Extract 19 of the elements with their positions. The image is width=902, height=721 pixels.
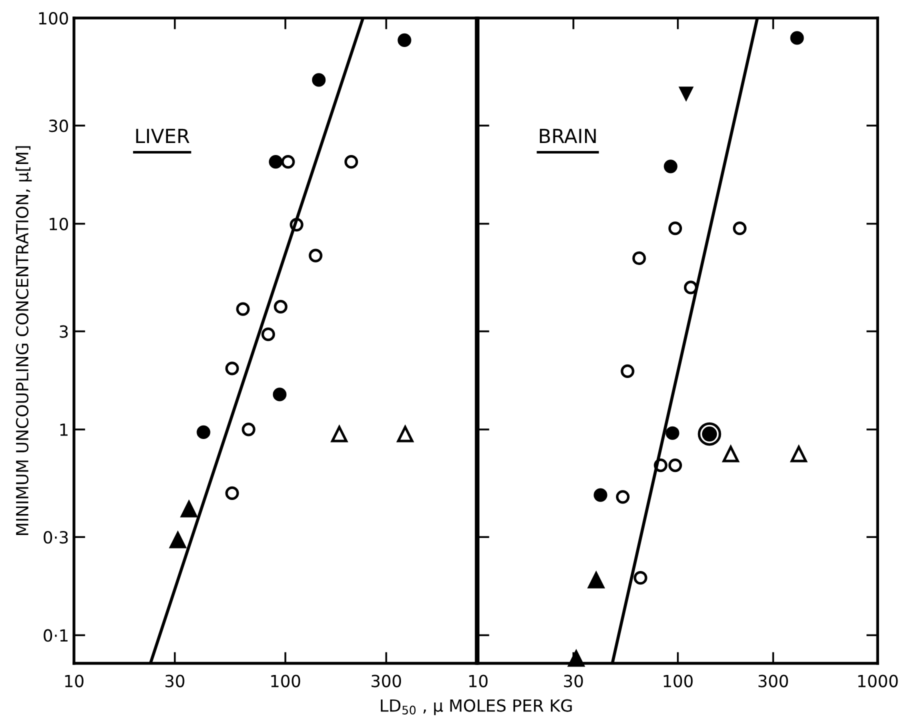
x-tick-label: 30 xyxy=(165,674,184,688)
y-tick-label: 3 xyxy=(60,325,68,338)
x-tick-label: 300 xyxy=(758,674,788,688)
x-tick-label: 300 xyxy=(372,674,402,688)
y-tick-label: 1 xyxy=(60,424,68,436)
x-tick-label: 100 xyxy=(271,674,300,688)
y-tick-label: 30 xyxy=(49,120,68,132)
y-tick-label: 100 xyxy=(39,12,68,25)
x-tick-label: 30 xyxy=(564,674,583,688)
x-tick-label: 10 xyxy=(469,674,488,688)
text: LIVER xyxy=(136,128,190,144)
y-tick-label: 0·1 xyxy=(44,629,68,642)
y-axis-title: MINIMUM UNCOUPLING CONCENTRATION, μ[M] xyxy=(16,146,32,535)
y-tick-label: 0·3 xyxy=(44,531,68,544)
x-tick-label: 1000 xyxy=(858,674,898,688)
x-tick-label: 100 xyxy=(664,674,693,688)
y-tick-label: 10 xyxy=(50,218,68,230)
x-axis-title: LD$_{50}$ , μ MOLES PER KG xyxy=(380,699,572,716)
text: BRAIN xyxy=(540,128,596,144)
